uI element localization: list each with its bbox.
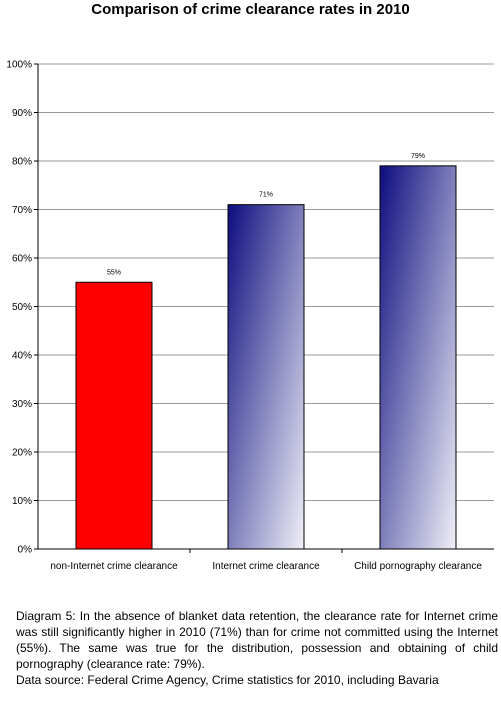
data-source: Data source: Federal Crime Agency, Crime…: [16, 673, 439, 687]
y-tick-label: 20%: [12, 448, 32, 459]
data-label: 55%: [107, 269, 121, 276]
x-category-label: Child pornography clearance: [354, 561, 482, 572]
y-tick-label: 90%: [12, 108, 32, 119]
chart-title: Comparison of crime clearance rates in 2…: [91, 1, 410, 18]
bar: [75, 281, 153, 550]
y-tick-label: 60%: [12, 254, 32, 265]
y-tick-label: 70%: [12, 205, 32, 216]
bar: [379, 165, 457, 550]
y-tick-label: 30%: [12, 399, 32, 410]
bar-chart: 55% 71% 79% 0% 10% 20% 30% 40% 50% 60% 70% 80% 90% 1…: [6, 60, 494, 572]
x-category-label: non-Internet crime clearance: [50, 561, 178, 572]
y-tick-label: 10%: [12, 496, 32, 507]
y-tick-label: 0%: [18, 545, 33, 556]
y-tick-label: 100%: [6, 60, 32, 71]
data-label: 71%: [259, 192, 273, 199]
bar: [227, 204, 305, 550]
y-tick-label: 50%: [12, 302, 32, 313]
x-category-label: Internet crime clearance: [212, 561, 320, 572]
y-tick-label: 80%: [12, 157, 32, 168]
figure-caption: Diagram 5: In the absence of blanket dat…: [16, 609, 498, 671]
y-tick-label: 40%: [12, 351, 32, 362]
data-label: 79%: [411, 153, 425, 160]
